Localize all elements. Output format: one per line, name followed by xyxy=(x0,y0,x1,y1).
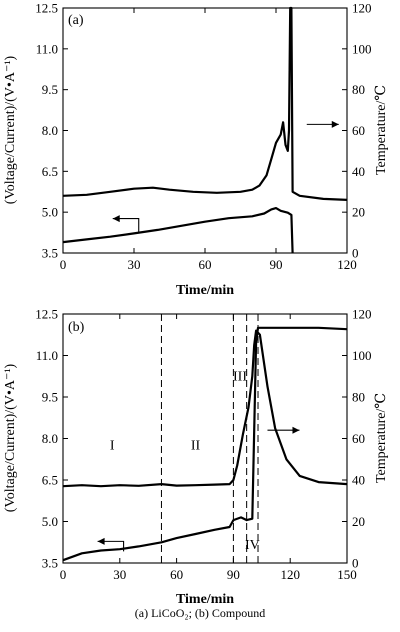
region-label: IV xyxy=(245,538,260,553)
x-tick-label: 150 xyxy=(337,567,357,582)
x-tick-label: 30 xyxy=(128,257,141,272)
y-tick-label: 9.5 xyxy=(42,82,58,97)
y2-tick-label: 100 xyxy=(352,41,372,56)
right-axis-arrowhead xyxy=(331,120,339,128)
region-label: I xyxy=(110,439,115,454)
x-tick-label: 120 xyxy=(337,257,357,272)
y2-tick-label: 80 xyxy=(352,390,365,405)
y2-tick-label: 0 xyxy=(352,246,359,261)
y2-tick-label: 60 xyxy=(352,431,365,446)
x-axis-label: Time/min xyxy=(176,283,234,298)
chart-panel-a: (a) Time/min (Voltage/Current)/(V•A⁻¹) T… xyxy=(3,1,389,299)
y-tick-label: 12.5 xyxy=(35,1,58,16)
panel-label: (b) xyxy=(68,320,85,335)
temperature-series-line xyxy=(62,6,348,201)
left-axis-arrow-line xyxy=(97,540,125,552)
x-axis-label: Time/min xyxy=(176,592,234,607)
y2-tick-label: 80 xyxy=(352,82,365,97)
y2-axis-label: Temperature/℃ xyxy=(374,393,389,483)
x-tick-label: 60 xyxy=(199,257,212,272)
plot-frame xyxy=(62,7,348,254)
panel-label: (a) xyxy=(68,13,84,28)
y-axis-label: (Voltage/Current)/(V•A⁻¹) xyxy=(3,55,18,204)
region-label: II xyxy=(191,439,201,454)
y-tick-label: 11.0 xyxy=(36,41,58,56)
y-tick-label: 6.5 xyxy=(42,473,58,488)
y2-tick-label: 20 xyxy=(352,205,365,220)
y2-tick-label: 100 xyxy=(352,348,372,363)
resistance-series-line xyxy=(62,207,294,254)
right-axis-arrowhead xyxy=(292,426,300,434)
y-tick-label: 9.5 xyxy=(42,390,58,405)
y2-tick-label: 120 xyxy=(352,1,372,16)
y-axis-label: (Voltage/Current)/(V•A⁻¹) xyxy=(3,363,18,512)
y2-tick-label: 20 xyxy=(352,514,365,529)
y-tick-label: 6.5 xyxy=(42,164,58,179)
y2-tick-label: 60 xyxy=(352,123,365,138)
plot-frame xyxy=(62,313,348,564)
y-tick-label: 3.5 xyxy=(42,246,58,261)
y-tick-label: 8.0 xyxy=(42,123,58,138)
x-tick-label: 60 xyxy=(170,567,183,582)
figure-caption: (a) LiCoO₂; (b) Compound xyxy=(134,606,266,620)
y2-tick-label: 40 xyxy=(352,164,365,179)
y-tick-label: 5.0 xyxy=(42,514,58,529)
x-tick-label: 90 xyxy=(270,257,283,272)
x-tick-label: 30 xyxy=(113,567,126,582)
y-tick-label: 8.0 xyxy=(42,431,58,446)
y-tick-label: 3.5 xyxy=(42,556,58,571)
chart-panel-b: (b) Time/min (Voltage/Current)/(V•A⁻¹) T… xyxy=(3,307,389,608)
left-axis-arrow-line xyxy=(112,218,140,233)
temperature-series-line xyxy=(62,329,348,488)
y-tick-label: 5.0 xyxy=(42,205,58,220)
left-axis-arrowhead xyxy=(112,215,120,223)
x-tick-label: 0 xyxy=(60,567,67,582)
x-tick-label: 0 xyxy=(60,257,67,272)
y2-tick-label: 120 xyxy=(352,307,372,322)
x-tick-label: 90 xyxy=(227,567,240,582)
y-tick-label: 12.5 xyxy=(35,307,58,322)
y2-tick-label: 0 xyxy=(352,556,359,571)
resistance-series-line xyxy=(62,326,348,562)
y2-axis-label: Temperature/℃ xyxy=(374,85,389,175)
y-tick-label: 11.0 xyxy=(36,348,58,363)
y2-tick-label: 40 xyxy=(352,473,365,488)
x-tick-label: 120 xyxy=(280,567,300,582)
left-axis-arrowhead xyxy=(97,537,105,545)
region-label: III xyxy=(233,369,247,384)
